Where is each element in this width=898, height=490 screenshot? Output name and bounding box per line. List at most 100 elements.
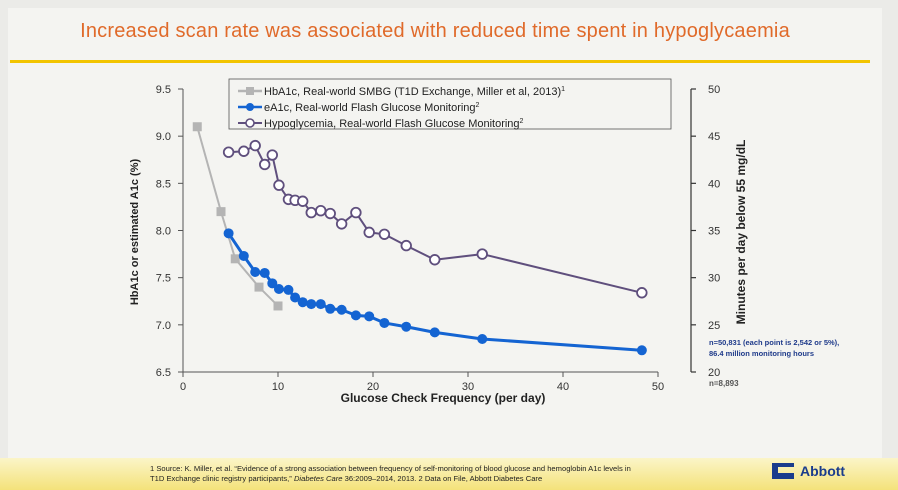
data-point-1 [401, 321, 412, 332]
y-axis-left-tick-label: 9.5 [156, 84, 171, 96]
x-axis-tick-label: 40 [557, 381, 569, 393]
legend-sup-hypo: 2 [520, 118, 524, 125]
data-point-1 [223, 228, 234, 239]
data-point-2 [429, 254, 441, 266]
data-point-2 [400, 239, 412, 252]
series-line-2 [228, 144, 643, 294]
data-point-2 [378, 228, 391, 240]
data-point-2 [335, 218, 348, 230]
data-point-1 [290, 292, 301, 303]
data-point-1 [364, 311, 375, 322]
data-point-1 [325, 303, 336, 314]
data-point-1 [267, 278, 278, 289]
abbott-logo-text: Abbott [800, 463, 846, 479]
abbott-logo-icon [772, 463, 794, 479]
data-point-1 [238, 250, 249, 261]
data-point-1 [250, 267, 261, 278]
data-point-2 [297, 195, 309, 207]
y-axis-left-tick-label: 8.5 [156, 178, 171, 190]
data-point-1 [636, 345, 647, 356]
svg-text:Hypoglycemia, Real-world Flash: Hypoglycemia, Real-world Flash Glucose M… [264, 118, 524, 130]
data-point-1 [259, 267, 270, 278]
y-axis-left-tick-label: 7.5 [156, 273, 171, 285]
x-axis-tick-label: 0 [180, 381, 186, 393]
data-point-0 [216, 207, 226, 217]
footnote-source-title: T1D Exchange clinic registry participant… [150, 474, 292, 483]
y-axis-left-tick-label: 6.5 [156, 367, 171, 379]
slide-title: Increased scan rate was associated with … [80, 20, 790, 42]
y-axis-left-tick-label: 9.0 [156, 131, 171, 143]
y-axis-right-label: Minutes per day below 55 mg/dL [734, 140, 748, 325]
y-axis-left-tick-label: 7.0 [156, 320, 171, 332]
x-axis-tick-label: 50 [652, 381, 664, 393]
legend-entry-ea1c: eA1c, Real-world Flash Glucose Monitorin… [238, 102, 480, 114]
data-point-2 [350, 206, 362, 219]
legend-entry-hypo: Hypoglycemia, Real-world Flash Glucose M… [238, 118, 524, 130]
data-point-2 [305, 206, 317, 219]
x-axis-tick-label: 20 [367, 381, 379, 393]
abbott-logo: Abbott [770, 460, 845, 482]
data-point-2 [259, 158, 271, 171]
legend-entry-smbg: HbA1c, Real-world SMBG (T1D Exchange, Mi… [238, 86, 565, 98]
data-point-1 [283, 284, 294, 295]
legend-label-hypo: Hypoglycemia, Real-world Flash Glucose M… [264, 118, 520, 130]
data-point-1 [297, 297, 308, 308]
data-point-2 [324, 207, 336, 220]
data-point-1 [379, 317, 390, 328]
svg-text:HbA1c, Real-world SMBG (T1D Ex: HbA1c, Real-world SMBG (T1D Exchange, Mi… [264, 86, 565, 98]
y-axis-right-tick-label: 25 [708, 320, 720, 332]
legend-marker-hypo [245, 118, 255, 128]
footnote-line-2: T1D Exchange clinic registry participant… [150, 474, 740, 484]
chart: 6.5 7.0 7.5 8.0 8.5 9.0 9.5 0 10 20 30 40 50 20 25 30 35… [129, 78, 839, 405]
chart-axes: 6.5 7.0 7.5 8.0 8.5 9.0 9.5 0 10 20 30 40 50 20 25 30 35… [156, 84, 721, 393]
data-point-2 [476, 248, 488, 260]
data-point-2 [363, 226, 375, 239]
y-axis-right-tick-label: 30 [708, 273, 720, 285]
data-point-1 [350, 310, 361, 321]
y-axis-left-tick-label: 8.0 [156, 226, 171, 238]
legend-marker-ea1c [246, 103, 254, 111]
footnote-line-1: 1 Source: K. Miller, et al. “Evidence of… [150, 464, 631, 473]
chart-series [192, 122, 648, 356]
series-line-0 [196, 126, 279, 307]
data-point-2 [315, 204, 327, 217]
legend-sup-ea1c: 2 [476, 102, 480, 109]
data-point-0 [273, 301, 283, 311]
x-axis-tick-label: 10 [272, 381, 284, 393]
data-point-1 [306, 299, 317, 310]
data-point-2 [222, 146, 235, 158]
y-axis-right-tick-label: 45 [708, 131, 720, 143]
data-point-0 [230, 254, 240, 264]
y-axis-right-tick-label: 40 [708, 178, 720, 190]
data-point-0 [192, 122, 202, 132]
y-axis-right-tick-label: 20 [708, 367, 720, 379]
data-point-1 [315, 299, 326, 310]
legend-sup-smbg: 1 [561, 86, 565, 93]
annotation-sample-size: n=50,831 (each point is 2,542 or 5%), [709, 338, 839, 347]
data-point-2 [636, 287, 648, 299]
data-point-0 [254, 282, 264, 292]
svg-text:eA1c, Real-world Flash Glucose: eA1c, Real-world Flash Glucose Monitorin… [264, 102, 480, 114]
footnote-citation: 36:2009–2014, 2013. 2 Data on File, Abbo… [342, 474, 543, 483]
data-point-2 [266, 149, 279, 161]
footnote: 1 Source: K. Miller, et al. “Evidence of… [150, 464, 740, 484]
chart-legend: HbA1c, Real-world SMBG (T1D Exchange, Mi… [228, 78, 672, 130]
footnote-journal: Diabetes Care [293, 474, 343, 483]
legend-label-ea1c: eA1c, Real-world Flash Glucose Monitorin… [264, 102, 476, 114]
data-point-1 [429, 327, 440, 338]
y-axis-left-label: HbA1c or estimated A1c (%) [129, 159, 141, 306]
y-axis-right-tick-label: 35 [708, 226, 720, 238]
footer-band [0, 458, 898, 490]
data-point-2 [249, 139, 261, 152]
x-axis-label: Glucose Check Frequency (per day) [341, 391, 546, 405]
legend-marker-smbg [246, 87, 254, 95]
annotation-smbg-size: n=8,893 [709, 379, 739, 388]
data-point-1 [273, 283, 284, 294]
x-axis-tick-label: 30 [462, 381, 474, 393]
data-point-1 [477, 333, 488, 344]
legend-label-smbg: HbA1c, Real-world SMBG (T1D Exchange, Mi… [264, 86, 561, 98]
y-axis-right-tick-label: 50 [708, 84, 720, 96]
legend-box [228, 78, 672, 130]
title-divider [10, 60, 870, 63]
data-point-1 [336, 304, 347, 315]
